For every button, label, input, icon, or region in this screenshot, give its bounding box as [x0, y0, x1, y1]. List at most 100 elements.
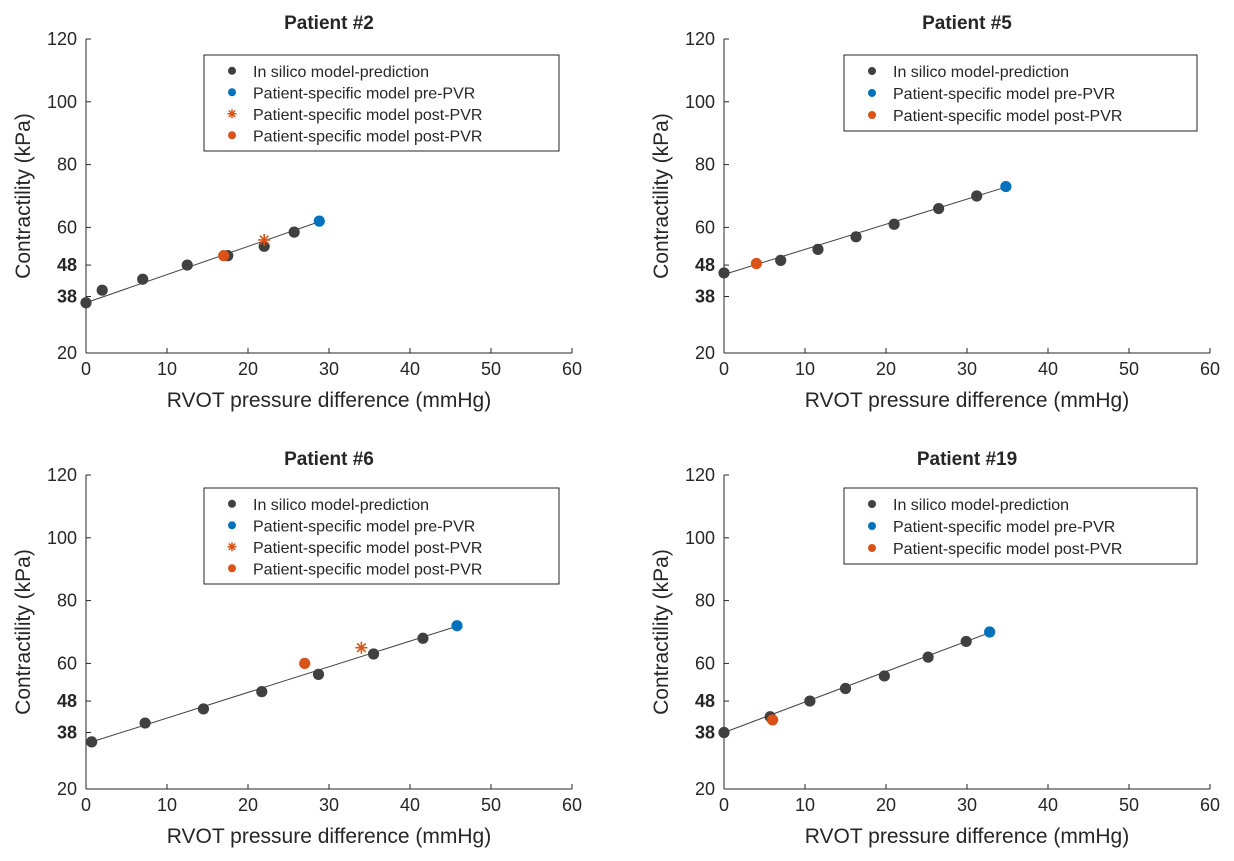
legend-entry: Patient-specific model pre-PVR — [893, 86, 1115, 103]
x-tick-label: 50 — [1119, 359, 1139, 379]
fit-line — [91, 625, 459, 743]
x-tick-label: 10 — [795, 359, 815, 379]
data-point — [137, 273, 149, 285]
legend-entry: Patient-specific model pre-PVR — [253, 518, 475, 535]
legend-entry: Patient-specific model post-PVR — [893, 108, 1122, 125]
legend-marker — [228, 66, 236, 75]
y-axis-label: Contractility (kPa) — [650, 549, 673, 715]
y-tick-label: 60 — [57, 217, 77, 237]
data-point — [775, 254, 787, 266]
data-point-star — [355, 641, 368, 654]
data-point — [367, 648, 380, 660]
x-tick-label: 60 — [562, 359, 582, 379]
y-tick-label: 100 — [47, 92, 77, 112]
y-tick-label: 120 — [47, 29, 77, 49]
y-tick-label: 20 — [57, 779, 77, 799]
data-point — [218, 250, 230, 262]
legend-marker — [868, 522, 876, 530]
x-tick-label: 0 — [81, 359, 91, 379]
y-tick-label: 38 — [57, 722, 77, 742]
x-tick-label: 60 — [1200, 795, 1220, 815]
x-axis-label: RVOT pressure difference (mmHg) — [805, 825, 1129, 848]
y-tick-label: 60 — [695, 217, 715, 237]
y-tick-label: 38 — [695, 722, 715, 742]
x-tick-label: 40 — [400, 359, 420, 379]
data-point — [804, 695, 816, 707]
chart-title: Patient #19 — [917, 449, 1017, 470]
data-point — [960, 635, 972, 648]
legend-entry: Patient-specific model pre-PVR — [893, 519, 1115, 536]
x-tick-label: 60 — [562, 795, 582, 815]
data-point — [417, 632, 429, 644]
legend-marker-star — [227, 542, 237, 552]
y-tick-label: 100 — [47, 528, 77, 548]
data-point — [922, 651, 934, 663]
data-point — [839, 682, 852, 695]
data-point — [888, 218, 900, 230]
y-tick-label: 80 — [57, 591, 77, 611]
chart-title: Patient #6 — [284, 449, 374, 470]
y-axis-label: Contractility (kPa) — [650, 113, 673, 279]
y-tick-label: 38 — [57, 286, 77, 306]
x-tick-label: 10 — [157, 359, 177, 379]
x-tick-label: 20 — [238, 795, 258, 815]
data-point — [1000, 180, 1012, 193]
legend-entry: In silico model-prediction — [253, 64, 429, 81]
data-point — [850, 231, 862, 243]
data-point — [256, 686, 268, 698]
legend-marker — [228, 521, 236, 530]
data-point — [933, 202, 945, 215]
legend-marker — [228, 88, 236, 97]
data-point — [80, 297, 92, 309]
x-tick-label: 30 — [319, 795, 339, 815]
y-tick-label: 48 — [57, 691, 77, 711]
x-tick-label: 30 — [957, 359, 977, 379]
data-point — [750, 257, 763, 270]
y-tick-label: 60 — [57, 653, 77, 673]
y-tick-label: 20 — [695, 343, 715, 363]
y-tick-label: 100 — [685, 528, 715, 548]
y-tick-label: 80 — [57, 155, 77, 175]
x-tick-label: 60 — [1200, 359, 1220, 379]
legend-box — [843, 487, 1198, 565]
x-tick-label: 20 — [238, 359, 258, 379]
chart-panel-2: Patient #5 0 10 20 30 40 50 60 20 38 48 60 80 100 120 R… — [650, 13, 1220, 412]
legend-entry: In silico model-prediction — [893, 497, 1069, 514]
x-tick-label: 50 — [481, 795, 501, 815]
legend-entry: Patient-specific model post-PVR — [893, 541, 1122, 558]
data-point — [451, 620, 463, 632]
data-point — [718, 267, 730, 279]
fit-line — [723, 186, 1008, 275]
x-tick-label: 50 — [481, 359, 501, 379]
legend-entry: In silico model-prediction — [253, 497, 429, 514]
x-tick-label: 20 — [876, 359, 896, 379]
data-point — [86, 736, 98, 748]
legend-entry: Patient-specific model post-PVR — [253, 107, 482, 124]
x-tick-label: 0 — [719, 359, 729, 379]
legend-entry: Patient-specific model pre-PVR — [253, 85, 475, 102]
data-point — [312, 668, 325, 680]
legend-marker — [868, 111, 876, 119]
legend-marker — [228, 131, 236, 140]
legend-marker — [868, 544, 876, 552]
legend-marker-star — [227, 109, 237, 119]
data-point — [197, 703, 210, 715]
x-axis-label: RVOT pressure difference (mmHg) — [167, 825, 491, 848]
data-point-star — [258, 233, 271, 246]
data-point — [288, 226, 300, 238]
y-tick-label: 120 — [47, 465, 77, 485]
legend-marker — [228, 564, 236, 573]
y-tick-label: 48 — [695, 691, 715, 711]
y-tick-label: 20 — [57, 343, 77, 363]
data-point — [139, 717, 151, 729]
x-tick-label: 40 — [400, 795, 420, 815]
x-tick-label: 0 — [719, 795, 729, 815]
x-tick-label: 30 — [319, 359, 339, 379]
chart-panel-1: Patient #2 0 10 20 30 40 50 60 20 38 48 60 80 100 120 R… — [12, 13, 582, 412]
x-tick-label: 0 — [81, 795, 91, 815]
legend-entry: Patient-specific model post-PVR — [253, 540, 482, 557]
fit-line — [723, 631, 992, 733]
x-tick-label: 10 — [795, 795, 815, 815]
y-tick-label: 48 — [695, 255, 715, 275]
